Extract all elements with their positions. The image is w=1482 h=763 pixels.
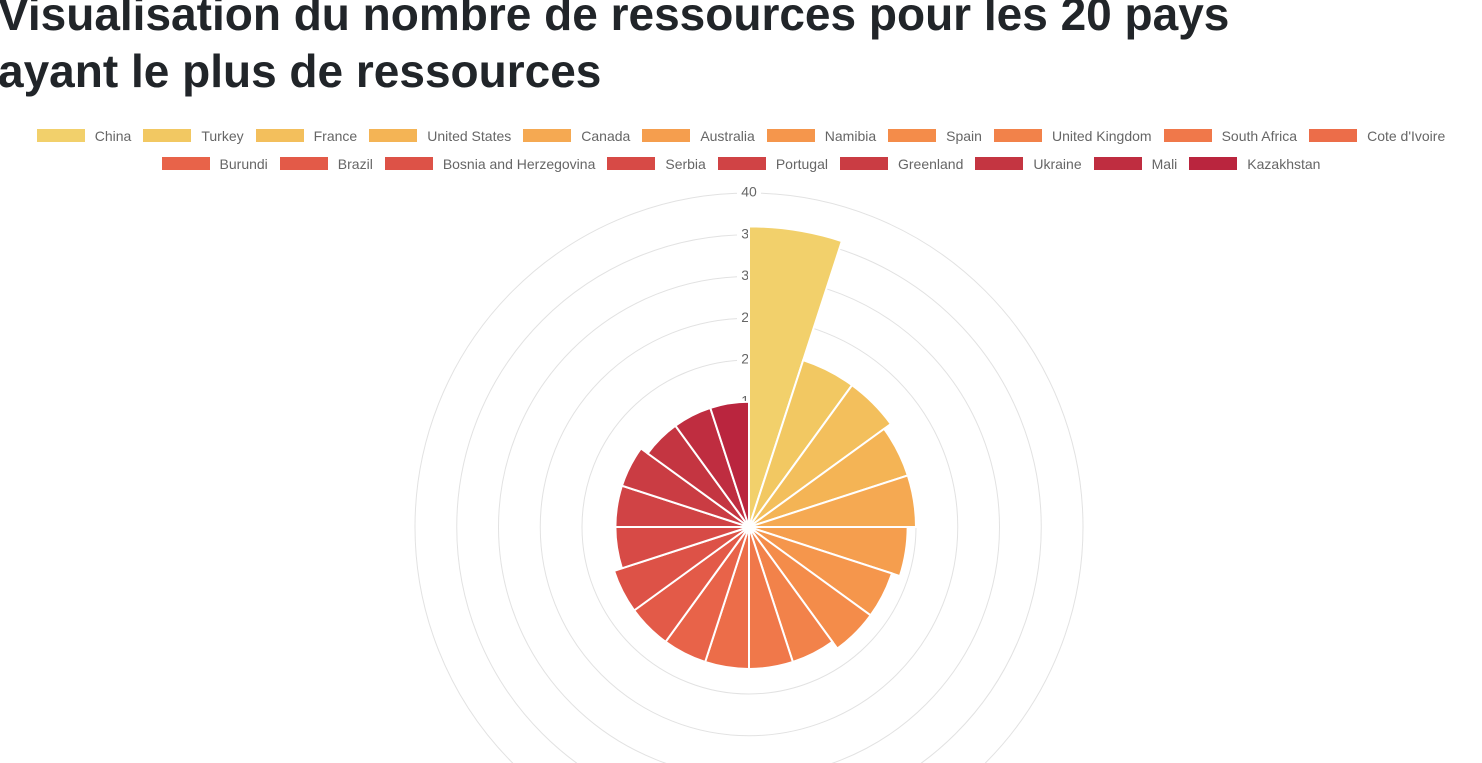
legend-swatch: [384, 157, 433, 170]
legend-swatch: [279, 157, 328, 170]
tick-backdrop: [737, 185, 761, 201]
legend-swatch: [369, 129, 418, 142]
segment: [748, 474, 918, 528]
legend-item[interactable]: Spain: [888, 126, 982, 145]
legend-label: Canada: [581, 127, 631, 144]
legend-item[interactable]: Namibia: [766, 126, 877, 145]
legend-label: United States: [427, 127, 512, 144]
legend-item[interactable]: Brazil: [279, 154, 373, 173]
legend-item[interactable]: South Africa: [1163, 126, 1298, 145]
legend-label: Ukraine: [1033, 155, 1082, 172]
legend-swatch: [161, 157, 210, 170]
legend-item[interactable]: United Kingdom: [993, 126, 1152, 145]
legend-label: Cote d'Ivoire: [1367, 127, 1446, 144]
legend-item[interactable]: Bosnia and Herzegovina: [384, 154, 596, 173]
legend-label: Brazil: [337, 155, 373, 172]
segment: [709, 400, 750, 528]
legend-item[interactable]: Ukraine: [975, 154, 1082, 173]
legend: China Turkey France United States Canada Aust…: [0, 126, 1482, 173]
legend-label: Spain: [946, 127, 982, 144]
legend-swatch: [1163, 129, 1212, 142]
legend-swatch: [975, 157, 1024, 170]
legend-item[interactable]: Serbia: [607, 154, 706, 173]
legend-swatch: [1189, 157, 1238, 170]
legend-label: Serbia: [665, 155, 706, 172]
legend-item[interactable]: Burundi: [161, 154, 268, 173]
legend-item[interactable]: Mali: [1093, 154, 1178, 173]
legend-swatch: [36, 129, 85, 142]
legend-item[interactable]: United States: [369, 126, 511, 145]
segment: [748, 526, 872, 650]
legend-item[interactable]: Canada: [523, 126, 630, 145]
legend-swatch: [607, 157, 656, 170]
legend-label: South Africa: [1221, 127, 1298, 144]
legend-label: Australia: [700, 127, 755, 144]
segment: [612, 526, 750, 612]
legend-item[interactable]: Cote d'Ivoire: [1309, 126, 1445, 145]
legend-item[interactable]: Turkey: [143, 126, 244, 145]
legend-label: Namibia: [824, 127, 877, 144]
legend-item[interactable]: Portugal: [717, 154, 828, 173]
legend-label: United Kingdom: [1051, 127, 1152, 144]
legend-swatch: [839, 157, 888, 170]
legend-item[interactable]: Australia: [642, 126, 755, 145]
legend-swatch: [523, 129, 572, 142]
r-tick-label: 40: [741, 184, 757, 200]
legend-label: Portugal: [775, 155, 828, 172]
legend-label: Greenland: [897, 155, 964, 172]
legend-swatch: [143, 129, 192, 142]
legend-swatch: [1309, 129, 1358, 142]
legend-label: Mali: [1151, 155, 1178, 172]
legend-swatch: [993, 129, 1042, 142]
legend-label: Kazakhstan: [1247, 155, 1321, 172]
segment: [748, 225, 844, 528]
legend-item[interactable]: Kazakhstan: [1189, 154, 1320, 173]
legend-swatch: [642, 129, 691, 142]
legend-label: China: [94, 127, 132, 144]
segment: [620, 447, 750, 528]
legend-item[interactable]: Greenland: [839, 154, 964, 173]
legend-swatch: [1093, 157, 1142, 170]
legend-label: Bosnia and Herzegovina: [442, 155, 596, 172]
legend-swatch: [717, 157, 766, 170]
chart-title: Visualisation du nombre de ressources po…: [0, 0, 1230, 97]
legend-label: Burundi: [219, 155, 268, 172]
legend-item[interactable]: France: [255, 126, 358, 145]
segment: [748, 383, 893, 528]
legend-swatch: [766, 129, 815, 142]
legend-item[interactable]: China: [36, 126, 132, 145]
legend-swatch: [255, 129, 304, 142]
legend-label: Turkey: [201, 127, 244, 144]
legend-label: France: [313, 127, 358, 144]
legend-swatch: [888, 129, 937, 142]
